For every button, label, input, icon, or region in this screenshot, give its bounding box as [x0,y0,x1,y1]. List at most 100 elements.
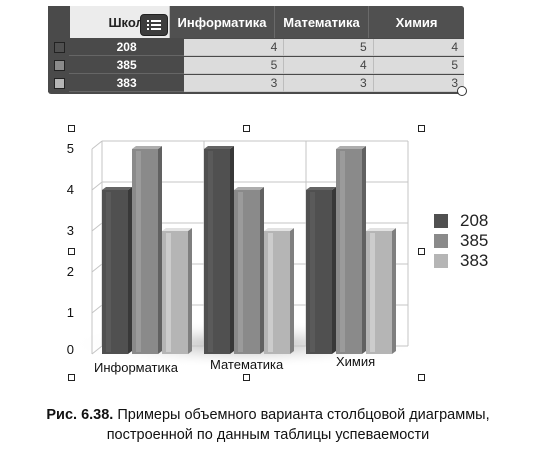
selection-handle-bottom-left[interactable] [68,374,75,381]
selection-handle-bottom[interactable] [243,374,250,381]
table-row[interactable]: 385 5 4 5 [48,57,464,74]
bar [204,149,230,354]
bar [102,190,128,354]
bar-side [290,228,294,354]
bar-side [230,146,234,354]
row-color-swatch[interactable] [54,42,65,53]
caption-text-2: построенной по данным таблицы успеваемос… [106,427,430,443]
table-cell[interactable]: 3 [184,75,285,92]
legend-label: 383 [460,251,489,270]
chart-object[interactable]: 5 4 3 2 1 0 Информатика Математика Химия 208 38… [0,110,536,400]
bar-top [204,146,234,149]
row-selector[interactable] [48,57,69,74]
gridline-side [91,140,103,150]
table-resize-handle[interactable] [457,86,467,96]
table-cell[interactable]: 5 [184,57,285,74]
y-tick-label: 2 [66,264,74,279]
gridline-side [91,304,103,314]
legend-item: 383 [434,251,488,271]
table-cell[interactable]: 3 [284,75,374,92]
row-selector[interactable] [48,39,69,56]
x-category-label: Математика [210,357,284,372]
bar-side [260,187,264,354]
table-corner-blank [48,6,70,38]
table-cell[interactable]: 5 [373,57,464,74]
gridline-side [91,263,103,273]
legend-item: 208 [434,211,488,231]
list-menu-icon [147,20,161,30]
column-header-matematika[interactable]: Математика [275,6,369,38]
selection-handle-left[interactable] [68,248,75,255]
bar-top [102,187,132,190]
legend-label: 385 [460,231,489,250]
bar [306,190,332,354]
y-tick-label: 4 [66,182,74,197]
table-cell[interactable]: 4 [373,39,464,56]
bar-highlight [208,151,213,352]
bar-top [162,228,192,231]
column-header-informatika[interactable]: Информатика [170,6,275,38]
table-cell[interactable]: 5 [284,39,374,56]
row-name-cell[interactable]: 385 [68,57,185,74]
bar [336,149,362,354]
y-tick-label: 1 [66,305,74,320]
column-header-khimiya[interactable]: Химия [395,14,438,30]
bar [264,231,290,354]
y-tick-label: 0 [66,342,74,357]
bar-highlight [268,233,273,352]
table-cell[interactable]: 4 [284,57,374,74]
selection-handle-right[interactable] [418,248,425,255]
table-cell[interactable]: 4 [184,39,285,56]
legend-swatch [434,214,448,228]
table-menu-button[interactable] [140,14,168,36]
bar [234,190,260,354]
row-name-cell[interactable]: 383 [68,75,185,92]
bar-top [132,146,162,149]
gridline-side [91,222,103,232]
gridline-side [91,181,103,191]
table-row[interactable]: 208 4 5 4 [48,39,464,56]
y-tick-label: 3 [66,223,74,238]
bar-highlight [310,192,315,352]
bar-side [128,187,132,354]
bar-side [188,228,192,354]
bar-side [332,187,336,354]
bar [162,231,188,354]
selection-handle-top-right[interactable] [418,125,425,132]
table-cell[interactable]: 3 [373,75,464,92]
legend-item: 385 [434,231,488,251]
bar-highlight [136,151,141,352]
selection-handle-top-left[interactable] [68,125,75,132]
caption-label: Рис. 6.38. [46,407,114,423]
bar-highlight [370,233,375,352]
data-table-widget[interactable]: Школа Информатика Математика Химия 208 4… [0,0,536,100]
chart-legend[interactable]: 208 385 383 [434,211,488,271]
figure-caption: Рис. 6.38. Примеры объемного варианта ст… [0,405,536,445]
bar-top [264,228,294,231]
x-category-label: Химия [336,354,376,369]
caption-line-1: Рис. 6.38. Примеры объемного варианта ст… [0,405,536,425]
bar-top [366,228,396,231]
bar-side [362,146,366,354]
row-name-cell[interactable]: 208 [68,39,185,56]
selection-handle-bottom-right[interactable] [418,374,425,381]
gridline-side [91,345,103,355]
row-color-swatch[interactable] [54,78,65,89]
bar-highlight [238,192,243,352]
bar-side [158,146,162,354]
legend-swatch [434,254,448,268]
selection-handle-top[interactable] [243,125,250,132]
caption-text-1: Примеры объемного варианта столбцовой ди… [117,407,490,423]
row-color-swatch[interactable] [54,60,65,71]
bar-top [234,187,264,190]
table-row[interactable]: 383 3 3 3 [48,75,464,92]
x-category-label: Информатика [94,360,178,375]
legend-swatch [434,234,448,248]
row-selector[interactable] [48,75,69,92]
y-tick-label: 5 [66,141,74,156]
bar [366,231,392,354]
bar [132,149,158,354]
bar-top [336,146,366,149]
bar-highlight [166,233,171,352]
bar-top [306,187,336,190]
